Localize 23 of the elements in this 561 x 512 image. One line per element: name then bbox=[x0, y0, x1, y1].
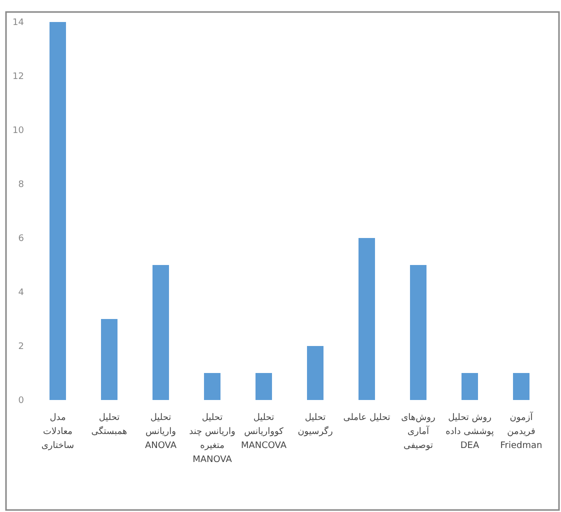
y-tick-label: 14 bbox=[12, 18, 24, 28]
x-tick-label: تحلیل عاملی bbox=[343, 413, 391, 423]
y-tick-label: 2 bbox=[18, 342, 24, 352]
y-tick-label: 0 bbox=[18, 396, 24, 406]
bar bbox=[152, 265, 169, 400]
bar bbox=[256, 373, 272, 400]
x-tick-label: مدل معادلات ساختاری bbox=[41, 413, 74, 451]
x-tick-label: تحلیل همبستگی bbox=[91, 413, 128, 437]
bar bbox=[307, 346, 324, 400]
y-tick-label: 10 bbox=[12, 126, 24, 136]
x-tick-label: روش‌های آماری توصیفی bbox=[401, 413, 436, 451]
bar bbox=[462, 373, 478, 400]
bar bbox=[50, 22, 66, 400]
bar bbox=[410, 265, 426, 400]
bar bbox=[358, 238, 375, 400]
x-tick-label: تحلیل رگرسیون bbox=[298, 413, 333, 437]
y-tick-label: 12 bbox=[12, 72, 24, 82]
bar bbox=[513, 373, 530, 400]
y-tick-label: 8 bbox=[18, 180, 24, 190]
bar bbox=[204, 373, 220, 400]
y-tick-label: 4 bbox=[18, 288, 24, 298]
y-tick-label: 6 bbox=[18, 234, 24, 244]
bar bbox=[101, 319, 118, 400]
